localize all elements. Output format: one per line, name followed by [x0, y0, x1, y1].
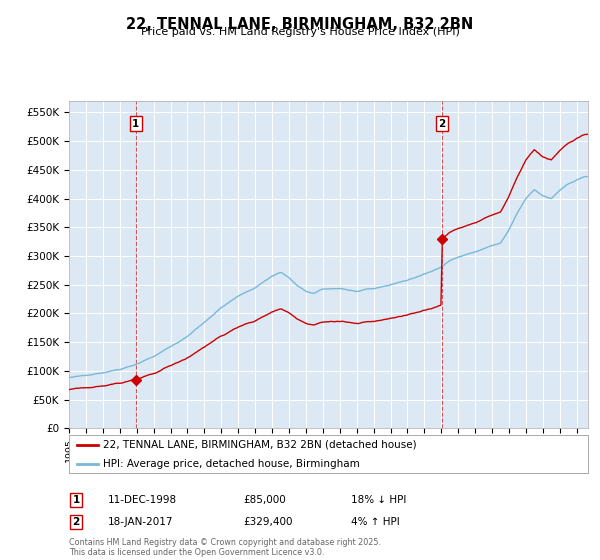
- Text: HPI: Average price, detached house, Birmingham: HPI: Average price, detached house, Birm…: [103, 459, 359, 469]
- Text: 4% ↑ HPI: 4% ↑ HPI: [351, 517, 400, 527]
- Text: Contains HM Land Registry data © Crown copyright and database right 2025.
This d: Contains HM Land Registry data © Crown c…: [69, 538, 381, 557]
- Text: 1: 1: [73, 495, 80, 505]
- Text: 1: 1: [132, 119, 139, 129]
- Text: 22, TENNAL LANE, BIRMINGHAM, B32 2BN: 22, TENNAL LANE, BIRMINGHAM, B32 2BN: [127, 17, 473, 32]
- Text: 2: 2: [73, 517, 80, 527]
- Text: 18-JAN-2017: 18-JAN-2017: [108, 517, 173, 527]
- Text: 18% ↓ HPI: 18% ↓ HPI: [351, 495, 406, 505]
- Text: £329,400: £329,400: [243, 517, 293, 527]
- Text: Price paid vs. HM Land Registry's House Price Index (HPI): Price paid vs. HM Land Registry's House …: [140, 27, 460, 37]
- Text: £85,000: £85,000: [243, 495, 286, 505]
- Text: 11-DEC-1998: 11-DEC-1998: [108, 495, 177, 505]
- Text: 22, TENNAL LANE, BIRMINGHAM, B32 2BN (detached house): 22, TENNAL LANE, BIRMINGHAM, B32 2BN (de…: [103, 440, 416, 450]
- Text: 2: 2: [439, 119, 446, 129]
